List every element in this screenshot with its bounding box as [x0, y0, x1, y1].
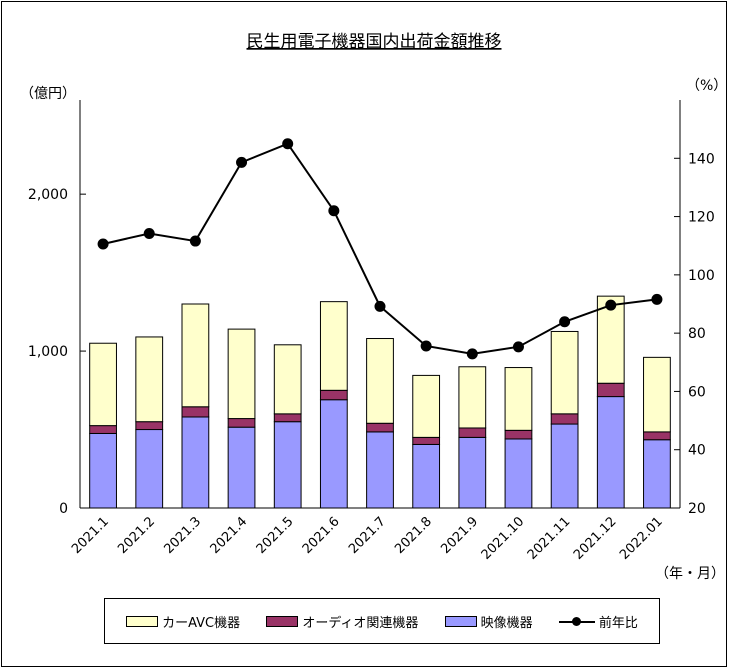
bar-video-3	[181, 416, 210, 509]
legend-item-audio: オーディオ関連機器	[266, 612, 418, 631]
category-label: 2021.5	[254, 514, 297, 557]
bar-audio-8	[412, 436, 441, 445]
bar-audio-2	[135, 421, 164, 431]
bar-car-avc-13	[643, 356, 671, 433]
right-tick-label: 120	[688, 210, 715, 226]
bar-car-avc-7	[366, 338, 394, 424]
legend-swatch-video	[444, 615, 477, 627]
right-tick-label: 60	[688, 384, 706, 400]
bar-audio-7	[366, 422, 394, 433]
bar-car-avc-5	[273, 344, 302, 415]
bar-video-8	[412, 443, 441, 509]
category-label: 2021.7	[346, 514, 389, 557]
ratio-point-10	[512, 341, 524, 353]
category-label: 2021.2	[115, 514, 158, 557]
category-label: 2021.6	[300, 514, 343, 557]
right-axis-unit: （%）	[686, 78, 727, 94]
left-tick-label: 0	[59, 501, 68, 517]
ratio-point-6	[328, 205, 340, 217]
ratio-point-2	[143, 227, 155, 239]
bar-car-avc-6	[319, 301, 348, 391]
bar-audio-5	[273, 413, 302, 423]
legend-swatch-audio	[266, 615, 299, 627]
bar-car-avc-2	[135, 336, 164, 423]
ratio-line-group	[97, 138, 663, 360]
left-tick-label: 2,000	[28, 187, 68, 203]
ratio-point-4	[236, 156, 248, 168]
legend-label-yoy: 前年比	[598, 615, 638, 631]
bar-video-12	[596, 396, 625, 509]
right-tick-label: 80	[688, 326, 706, 342]
legend-label-audio: オーディオ関連機器	[302, 615, 419, 631]
bar-video-10	[504, 438, 533, 509]
bar-audio-11	[550, 413, 579, 425]
right-tick-label: 20	[688, 501, 706, 517]
legend-item-video: 映像機器	[444, 612, 533, 631]
category-label: 2021.8	[392, 514, 435, 557]
legend-label-car-avc: カーAVC機器	[162, 615, 241, 631]
left-tick-label: 1,000	[28, 344, 68, 360]
bar-video-2	[135, 429, 164, 509]
category-label: 2022.01	[617, 514, 666, 563]
right-tick-label: 100	[688, 268, 715, 284]
ratio-point-8	[420, 340, 432, 352]
bar-video-1	[89, 432, 117, 509]
category-label: 2021.12	[571, 514, 620, 563]
bar-car-avc-10	[504, 367, 533, 431]
bar-car-avc-8	[412, 374, 441, 438]
x-axis-unit: （年・月）	[655, 566, 725, 582]
category-label: 2021.10	[479, 514, 528, 563]
bar-car-avc-11	[550, 330, 579, 415]
legend-line-key	[558, 616, 595, 627]
bar-car-avc-3	[181, 303, 210, 408]
bar-audio-12	[596, 382, 625, 398]
bar-car-avc-9	[458, 366, 487, 429]
legend-item-yoy: 前年比	[558, 612, 638, 631]
ratio-point-12	[605, 299, 617, 311]
bar-video-4	[227, 426, 256, 509]
legend-label-video: 映像機器	[480, 615, 533, 631]
left-axis-unit: （億円）	[20, 86, 76, 102]
category-label: 2021.11	[525, 514, 574, 563]
bar-audio-3	[181, 406, 210, 418]
bar-audio-10	[504, 429, 533, 440]
bar-video-7	[366, 431, 394, 509]
ratio-point-13	[651, 293, 663, 305]
legend-swatch-car-avc	[126, 615, 159, 627]
ratio-point-1	[97, 238, 109, 250]
axes-group	[79, 100, 681, 509]
legend: カーAVC機器 オーディオ関連機器 映像機器 前年比	[104, 598, 660, 644]
category-label: 2021.3	[161, 514, 204, 557]
ratio-point-9	[466, 348, 478, 360]
bar-video-6	[319, 399, 348, 509]
category-label: 2021.9	[438, 514, 481, 557]
bar-video-13	[643, 439, 671, 509]
bar-car-avc-4	[227, 328, 256, 420]
chart-title: 民生用電子機器国内出荷金額推移	[247, 32, 502, 52]
bar-audio-6	[319, 389, 348, 401]
ratio-point-5	[282, 138, 294, 150]
ratio-point-7	[374, 300, 386, 312]
right-tick-label: 40	[688, 443, 706, 459]
legend-item-car-avc: カーAVC機器	[126, 612, 240, 631]
bar-audio-13	[643, 431, 671, 441]
bar-video-9	[458, 436, 487, 509]
bar-audio-4	[227, 418, 256, 428]
right-tick-label: 140	[688, 151, 715, 167]
bar-audio-9	[458, 427, 487, 438]
ratio-point-3	[189, 235, 201, 247]
bar-video-11	[550, 423, 579, 509]
ratio-point-11	[559, 316, 571, 328]
category-label: 2021.4	[208, 514, 251, 557]
bar-series-group	[89, 295, 671, 509]
bar-audio-1	[89, 425, 117, 434]
category-label: 2021.1	[69, 514, 112, 557]
bar-video-5	[273, 421, 302, 509]
bar-car-avc-1	[89, 342, 117, 427]
